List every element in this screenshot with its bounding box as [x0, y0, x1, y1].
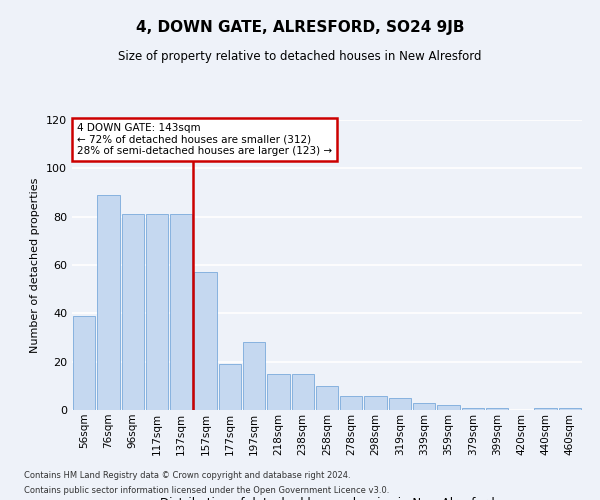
Bar — [292, 374, 314, 410]
Y-axis label: Number of detached properties: Number of detached properties — [31, 178, 40, 352]
Bar — [146, 214, 168, 410]
Bar — [559, 408, 581, 410]
Bar — [389, 398, 411, 410]
Text: Contains HM Land Registry data © Crown copyright and database right 2024.: Contains HM Land Registry data © Crown c… — [24, 471, 350, 480]
X-axis label: Distribution of detached houses by size in New Alresford: Distribution of detached houses by size … — [160, 496, 494, 500]
Bar — [170, 214, 193, 410]
Bar — [267, 374, 290, 410]
Bar — [535, 408, 557, 410]
Bar — [316, 386, 338, 410]
Bar — [413, 403, 436, 410]
Bar — [122, 214, 144, 410]
Text: 4, DOWN GATE, ALRESFORD, SO24 9JB: 4, DOWN GATE, ALRESFORD, SO24 9JB — [136, 20, 464, 35]
Bar — [364, 396, 387, 410]
Text: Contains public sector information licensed under the Open Government Licence v3: Contains public sector information licen… — [24, 486, 389, 495]
Bar — [97, 195, 119, 410]
Bar — [437, 405, 460, 410]
Bar — [243, 342, 265, 410]
Bar — [194, 272, 217, 410]
Bar — [486, 408, 508, 410]
Bar — [340, 396, 362, 410]
Bar — [73, 316, 95, 410]
Bar — [218, 364, 241, 410]
Text: 4 DOWN GATE: 143sqm
← 72% of detached houses are smaller (312)
28% of semi-detac: 4 DOWN GATE: 143sqm ← 72% of detached ho… — [77, 123, 332, 156]
Text: Size of property relative to detached houses in New Alresford: Size of property relative to detached ho… — [118, 50, 482, 63]
Bar — [461, 408, 484, 410]
